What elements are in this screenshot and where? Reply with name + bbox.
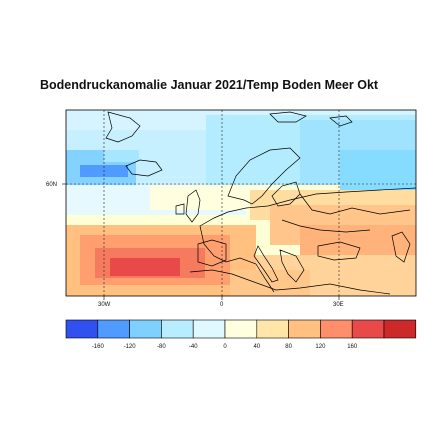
legend-tick-label: 40 <box>253 344 260 350</box>
map-title: Bodendruckanomalie Januar 2021/Temp Bode… <box>40 78 379 92</box>
coastlines <box>105 111 416 295</box>
legend-tick-label: -80 <box>157 344 166 350</box>
lon-label-0: 0 <box>220 302 224 308</box>
legend-tick-label: -120 <box>124 344 137 350</box>
color-legend <box>65 319 417 339</box>
legend-swatch <box>320 319 353 339</box>
legend-swatch <box>351 319 385 339</box>
lat-label-60n: 60N <box>46 182 57 188</box>
legend-swatch <box>288 319 321 339</box>
legend-swatch <box>192 319 226 339</box>
legend-swatch <box>97 319 130 339</box>
lon-label-30w: 30W <box>98 302 111 308</box>
legend-swatch <box>161 319 194 339</box>
anomaly-field <box>66 110 416 296</box>
legend-tick-label: 160 <box>347 344 358 350</box>
legend-swatch <box>383 319 417 339</box>
legend-tick-label: -40 <box>189 344 198 350</box>
legend-tick-label: 80 <box>285 344 292 350</box>
legend-swatch <box>65 319 99 339</box>
legend-swatch <box>129 319 162 339</box>
legend-tick-label: -160 <box>92 344 105 350</box>
legend-swatch <box>224 319 258 339</box>
graticule <box>66 110 416 296</box>
lon-label-30e: 30E <box>333 302 344 308</box>
map-frame <box>65 109 417 297</box>
legend-tick-label: 0 <box>223 344 227 350</box>
legend-tick-labels: -160 -120 -80 -40 0 40 80 120 160 <box>92 344 358 350</box>
legend-tick-label: 120 <box>315 344 326 350</box>
legend-swatch <box>256 319 289 339</box>
